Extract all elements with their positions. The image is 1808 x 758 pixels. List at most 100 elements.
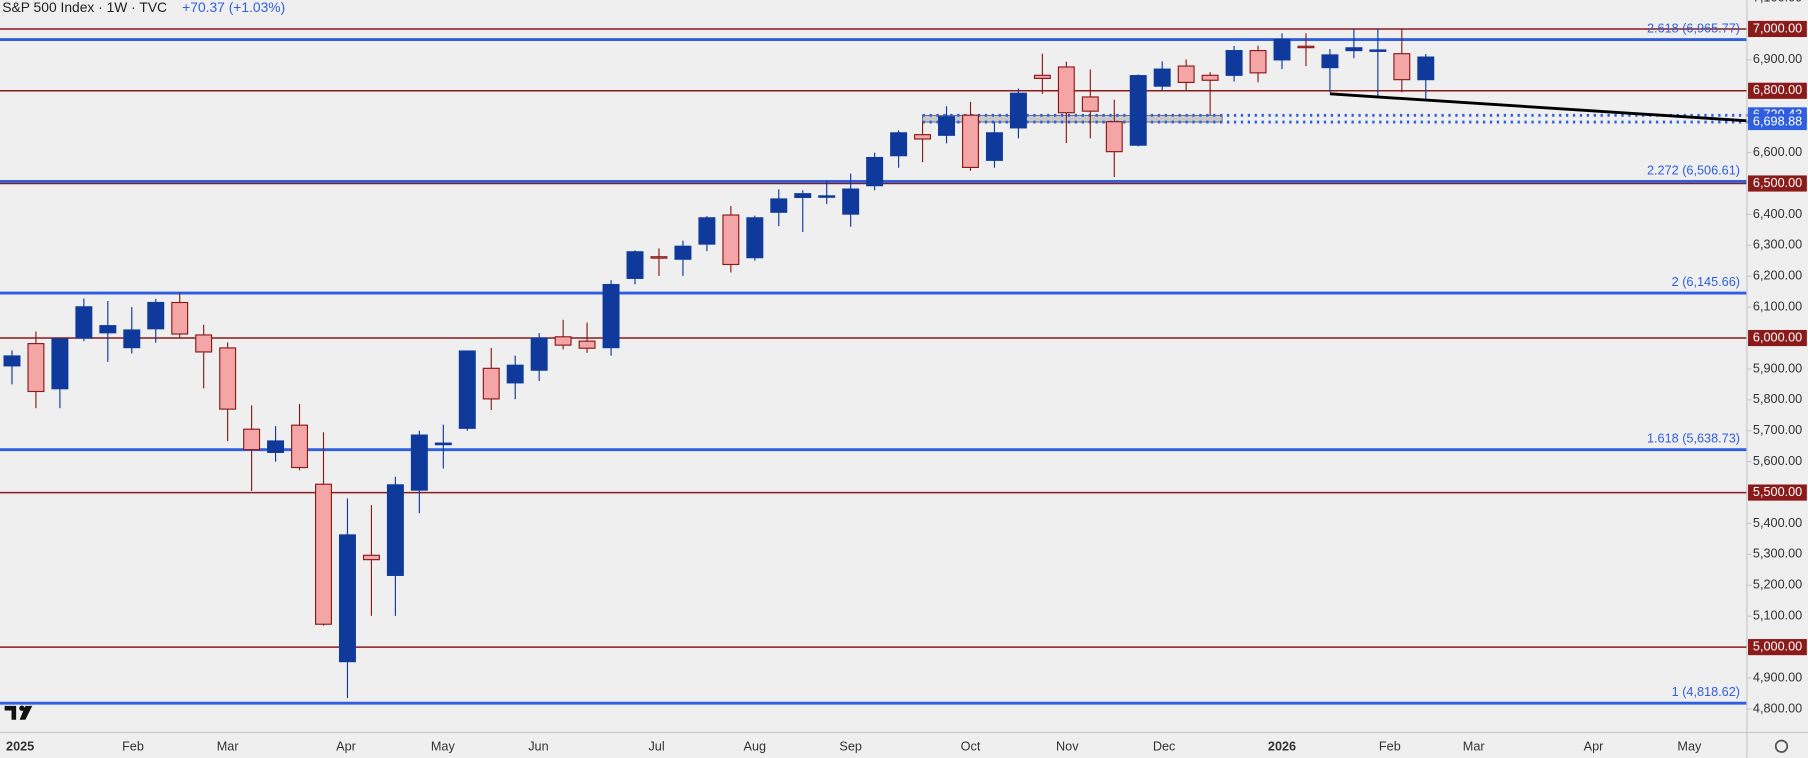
y-tick-label: 6,600.00 [1753, 145, 1802, 159]
fib-label: 2.272 (6,506.61) [1647, 163, 1740, 177]
logo-part [4, 705, 17, 720]
candle-body [27, 343, 45, 393]
candle-body [434, 442, 452, 446]
candle-body [554, 336, 572, 346]
candle-body [482, 367, 500, 400]
x-tick-label: Feb [122, 740, 144, 754]
candle-body [1081, 96, 1099, 112]
fib-label: 1 (4,818.62) [1672, 685, 1740, 699]
logo [4, 705, 33, 720]
x-tick-label: May [431, 740, 456, 754]
candle-body [722, 214, 740, 266]
candle-body [602, 283, 620, 349]
candle-body [267, 440, 285, 453]
candle-body [386, 484, 404, 576]
candle-body [1273, 38, 1291, 61]
candle-body [1201, 74, 1219, 81]
y-tick-label: 5,400.00 [1753, 516, 1802, 530]
candle-body [291, 424, 309, 469]
candle-body [506, 364, 524, 384]
candle-body [362, 554, 380, 561]
y-tick-label: 4,900.00 [1753, 670, 1802, 684]
zone [922, 114, 1223, 123]
price-badge-label: 6,800.00 [1753, 83, 1802, 97]
candle-body [1321, 54, 1339, 69]
candle-body [674, 245, 692, 260]
x-tick-label: Apr [336, 740, 356, 754]
change: +70.37 (+1.03%) [182, 0, 285, 15]
candle-body [123, 329, 141, 349]
x-tick-label: Oct [961, 740, 981, 754]
price-badge-label: 7,000.00 [1753, 21, 1802, 35]
candle-body [1369, 49, 1387, 52]
price-badge [1748, 639, 1807, 656]
fib-label: 2.618 (6,965.77) [1647, 22, 1740, 36]
candle-body [530, 337, 548, 371]
y-tick-label: 5,600.00 [1753, 454, 1802, 468]
candle-body [890, 132, 908, 157]
candle-body [99, 325, 117, 334]
y-tick-label: 5,100.00 [1753, 609, 1802, 623]
candle-body [1297, 45, 1315, 49]
y-tick-label: 5,200.00 [1753, 578, 1802, 592]
x-tick-label: Mar [217, 740, 240, 754]
candle-body [1345, 47, 1363, 52]
price-badge-label: 6,698.88 [1753, 114, 1802, 128]
x-tick-label: Jun [528, 740, 548, 754]
fib-label: 2 (6,145.66) [1672, 275, 1740, 289]
price-badge-label: 5,500.00 [1753, 485, 1802, 499]
x-tick-label: Jul [648, 740, 664, 754]
x-tick-label: Nov [1056, 740, 1079, 754]
candle-body [75, 306, 93, 339]
candle-body [1009, 92, 1027, 129]
price-badge [1748, 484, 1807, 501]
y-tick-label: 5,900.00 [1753, 361, 1802, 375]
candle-body [1057, 66, 1075, 114]
candle-body [650, 256, 668, 259]
x-tick-label: Dec [1153, 740, 1176, 754]
plot: 2.618 (6,965.77) 2.272 (6,506.61) 2 (6,145… [0, 22, 1808, 705]
candle-body [914, 134, 932, 140]
candle-body [866, 156, 884, 187]
candle-body [794, 193, 812, 198]
candle-body [842, 188, 860, 215]
candle-body [147, 301, 165, 330]
candle-body [195, 334, 213, 353]
candle-body [1153, 68, 1171, 87]
y-tick-label: 7,100.00 [1753, 0, 1802, 4]
candle-body [1105, 121, 1123, 153]
price-badge [1748, 329, 1807, 347]
y-tick-label: 5,700.00 [1753, 423, 1802, 437]
candle-body [315, 483, 332, 625]
x-tick-label: Mar [1463, 740, 1486, 754]
y-tick-label: 6,100.00 [1753, 299, 1802, 313]
y-tick-label: 6,900.00 [1753, 52, 1802, 66]
x-tick-label: 2026 [1268, 740, 1296, 754]
x-tick-label: Feb [1379, 740, 1401, 754]
x-tick-label: Aug [744, 740, 767, 754]
candle-body [818, 195, 836, 198]
price-badge [1748, 175, 1807, 192]
candle-body [962, 114, 979, 169]
candle-body [171, 301, 189, 335]
y-tick-label: 5,300.00 [1753, 547, 1802, 561]
y-tick-label: 6,300.00 [1753, 238, 1802, 252]
x-tick-label: 2025 [6, 740, 34, 754]
settings-icon[interactable] [1774, 739, 1789, 753]
candle-body [985, 132, 1003, 161]
candle-body [938, 116, 956, 136]
x-tick-label: Apr [1584, 740, 1604, 754]
candle-body [1129, 75, 1147, 146]
candle-body [338, 534, 356, 663]
candle-body [3, 355, 21, 367]
logo-part [19, 705, 33, 720]
chart-title: S&P 500 Index · 1W · TVC [2, 0, 167, 15]
candle-body [698, 217, 716, 245]
candle-body [1177, 65, 1195, 84]
candle-body [1249, 50, 1267, 74]
x-tick-label: Sep [839, 740, 862, 754]
candle-body [1417, 56, 1435, 81]
logo-part [19, 705, 25, 711]
